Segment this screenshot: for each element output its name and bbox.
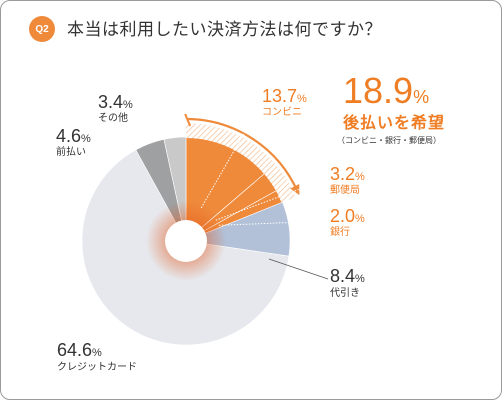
- unit-bank: %: [355, 213, 365, 225]
- value-post-office: 3.2: [330, 164, 356, 184]
- question-badge: Q2: [29, 16, 55, 42]
- bracket-start-tick: [184, 113, 192, 127]
- unit-other: %: [123, 99, 133, 111]
- label-prepayment: 4.6% 前払い: [56, 127, 91, 158]
- name-prepayment: 前払い: [56, 147, 86, 158]
- label-bank: 2.0% 銀行: [330, 207, 365, 238]
- leader-cod: [268, 258, 329, 280]
- name-post-office: 郵便局: [330, 185, 360, 196]
- label-other: 3.4% その他: [98, 93, 133, 124]
- annotation-detail: （コンビニ・銀行・郵便局）: [337, 136, 441, 145]
- name-other: その他: [98, 113, 128, 124]
- annotation-deferred-payment: 18.9% 後払いを希望 （コンビニ・銀行・郵便局）: [337, 70, 446, 145]
- bracket-arrow: [290, 183, 300, 196]
- label-cod: 8.4% 代引き: [330, 267, 365, 299]
- value-other: 3.4: [98, 92, 124, 112]
- leader-conveni: [200, 103, 262, 209]
- unit-cod: %: [355, 273, 365, 285]
- name-bank: 銀行: [330, 227, 350, 238]
- unit-conveni: %: [297, 93, 307, 105]
- unit-credit-card: %: [92, 347, 102, 359]
- name-cod: 代引き: [330, 288, 360, 299]
- name-conveni: コンビニ: [262, 107, 302, 118]
- bracket-arc: [188, 117, 299, 193]
- value-credit-card: 64.6: [57, 340, 93, 360]
- annotation-title: 後払いを希望: [343, 113, 446, 132]
- annotation-unit: %: [413, 87, 430, 107]
- value-cod: 8.4: [330, 266, 356, 286]
- question-title: 本当は利用したい決済方法は何ですか？: [67, 20, 382, 40]
- unit-post-office: %: [355, 171, 365, 183]
- leader-bank: [218, 220, 328, 226]
- label-credit-card: 64.6% クレジットカード: [57, 341, 137, 373]
- label-conveni: 13.7% コンビニ: [262, 87, 307, 118]
- name-credit-card: クレジットカード: [57, 362, 137, 373]
- value-bank: 2.0: [330, 206, 356, 226]
- label-post-office: 3.2% 郵便局: [330, 165, 365, 196]
- value-prepayment: 4.6: [56, 126, 82, 146]
- unit-prepayment: %: [81, 133, 91, 145]
- donut-hole: [165, 220, 207, 262]
- value-conveni: 13.7: [262, 86, 298, 106]
- annotation-value: 18.9: [343, 70, 414, 111]
